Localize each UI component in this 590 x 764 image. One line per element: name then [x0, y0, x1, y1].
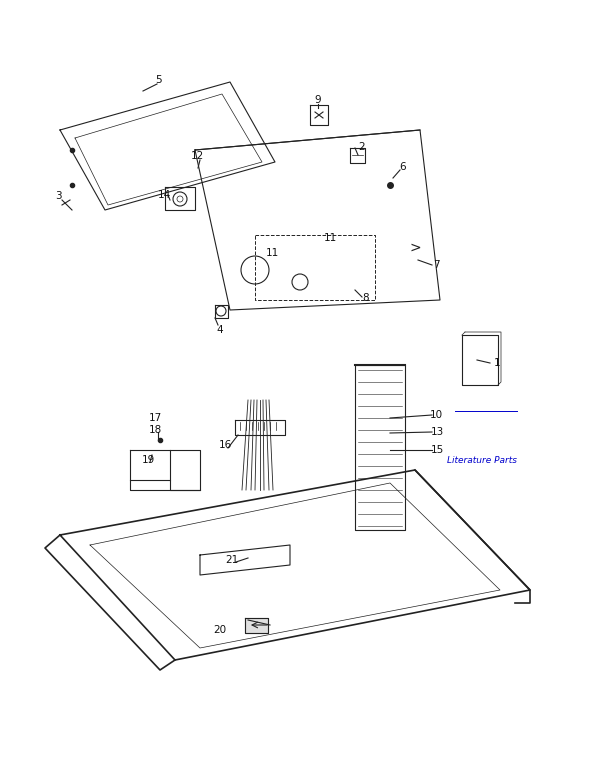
Text: Literature Parts: Literature Parts [447, 455, 517, 465]
Text: 19: 19 [142, 455, 155, 465]
Text: 8: 8 [363, 293, 369, 303]
Text: 16: 16 [218, 440, 232, 450]
Polygon shape [245, 618, 268, 633]
Text: 6: 6 [399, 162, 407, 172]
Text: >: > [409, 241, 421, 255]
Text: 10: 10 [430, 410, 442, 420]
Text: 3: 3 [55, 191, 61, 201]
Text: 18: 18 [148, 425, 162, 435]
Text: 15: 15 [430, 445, 444, 455]
Text: 4: 4 [217, 325, 223, 335]
Text: 11: 11 [266, 248, 278, 258]
Text: 13: 13 [430, 427, 444, 437]
Text: 7: 7 [432, 260, 440, 270]
Text: 9: 9 [314, 95, 322, 105]
Text: 20: 20 [214, 625, 227, 635]
Text: 14: 14 [158, 190, 171, 200]
Text: 2: 2 [359, 142, 365, 152]
Text: 5: 5 [155, 75, 161, 85]
Text: 17: 17 [148, 413, 162, 423]
Text: 21: 21 [225, 555, 238, 565]
Text: 1: 1 [494, 358, 500, 368]
Text: 11: 11 [323, 233, 337, 243]
Text: 12: 12 [191, 151, 204, 161]
